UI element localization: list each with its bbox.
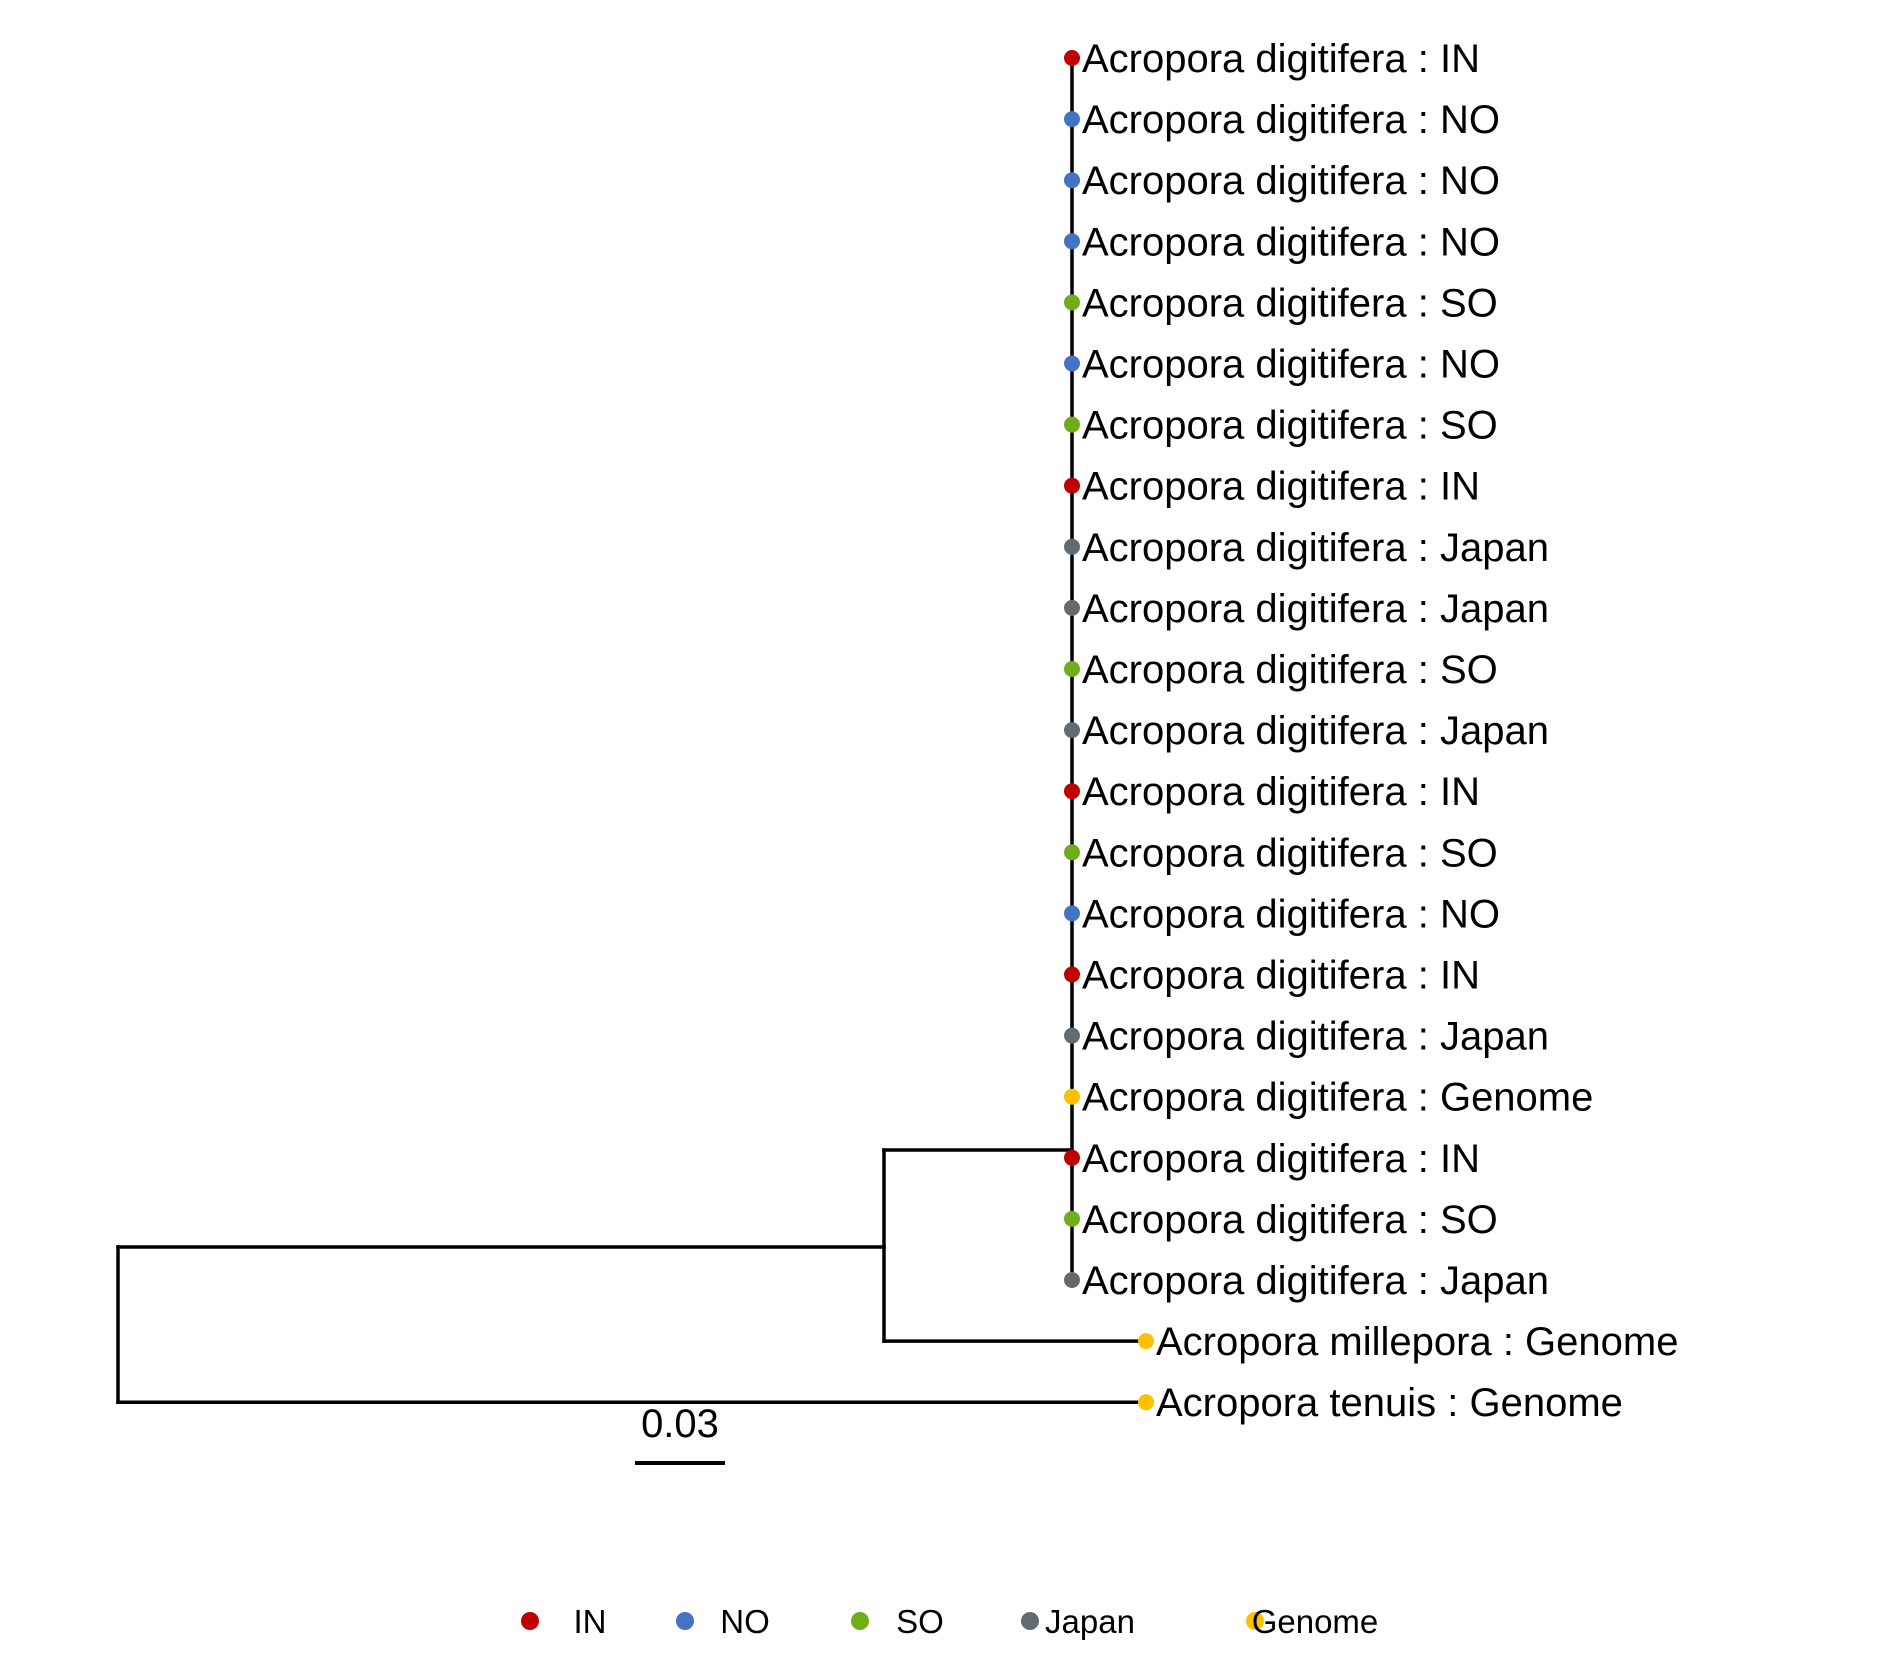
tip-point xyxy=(1064,1210,1080,1227)
tip-point xyxy=(1064,416,1080,433)
tip-label: Acropora digitifera : IN xyxy=(1082,465,1480,509)
legend-label: Japan xyxy=(1045,1603,1135,1640)
legend-swatch xyxy=(1246,1612,1264,1630)
legend-swatch xyxy=(851,1612,869,1630)
tip-label: Acropora digitifera : Japan xyxy=(1082,587,1549,631)
tip-label: Acropora digitifera : IN xyxy=(1082,37,1480,81)
tip-label: Acropora digitifera : IN xyxy=(1082,954,1480,998)
tip-label: Acropora digitifera : Japan xyxy=(1082,1015,1549,1059)
legend-label: Genome xyxy=(1252,1603,1379,1640)
tip-point xyxy=(1064,905,1080,922)
tip-label: Acropora digitifera : Japan xyxy=(1082,526,1549,570)
legend: IN NO SO Japan Genome xyxy=(521,1603,1378,1640)
tip-label: Acropora digitifera : IN xyxy=(1082,1137,1480,1181)
tip-label: Acropora digitifera : NO xyxy=(1082,159,1500,203)
tip-point xyxy=(1064,294,1080,311)
legend-label: SO xyxy=(896,1603,944,1640)
tip-point xyxy=(1064,233,1080,250)
scale-bar-label: 0.03 xyxy=(641,1402,719,1446)
tip-point xyxy=(1064,1088,1080,1105)
legend-swatch xyxy=(521,1612,539,1630)
tip-point xyxy=(1064,844,1080,861)
tip-point xyxy=(1064,172,1080,189)
tip-point xyxy=(1064,355,1080,372)
tip-point xyxy=(1138,1333,1154,1350)
tip-label: Acropora digitifera : NO xyxy=(1082,98,1500,142)
tip-label: Acropora digitifera : NO xyxy=(1082,343,1500,387)
tip-point xyxy=(1064,1272,1080,1288)
tip-point xyxy=(1064,966,1080,983)
tip-point xyxy=(1064,1149,1080,1166)
scale-bar: 0.03 xyxy=(635,1402,725,1465)
tip-label: Acropora digitifera : NO xyxy=(1082,220,1500,264)
tip-label: Acropora digitifera : SO xyxy=(1082,404,1498,448)
tip-label: Acropora digitifera : SO xyxy=(1082,648,1498,692)
tip-point xyxy=(1064,477,1080,494)
tree-branches xyxy=(116,56,1148,1404)
tip-label: Acropora digitifera : SO xyxy=(1082,831,1498,875)
tip-point xyxy=(1064,783,1080,800)
tip-point xyxy=(1138,1394,1154,1411)
tip-point xyxy=(1064,722,1080,739)
tip-point xyxy=(1064,1027,1080,1044)
legend-label: NO xyxy=(720,1603,770,1640)
tree-tips: Acropora digitifera : IN Acropora digitif… xyxy=(1064,37,1678,1425)
tip-label: Acropora digitifera : SO xyxy=(1082,281,1498,325)
tip-point xyxy=(1064,538,1080,555)
tip-point xyxy=(1064,599,1080,616)
tip-label: Acropora digitifera : Japan xyxy=(1082,1259,1549,1303)
legend-swatch xyxy=(1021,1612,1039,1630)
tip-point xyxy=(1064,111,1080,128)
tip-point xyxy=(1064,50,1080,66)
tip-label: Acropora digitifera : Genome xyxy=(1082,1076,1593,1120)
legend-swatch xyxy=(676,1612,694,1630)
tip-label: Acropora digitifera : IN xyxy=(1082,770,1480,814)
tip-label: Acropora millepora : Genome xyxy=(1156,1320,1678,1364)
tip-label: Acropora digitifera : NO xyxy=(1082,892,1500,936)
tip-point xyxy=(1064,661,1080,677)
tip-label: Acropora tenuis : Genome xyxy=(1156,1381,1623,1425)
legend-label: IN xyxy=(574,1603,607,1640)
tip-label: Acropora digitifera : Japan xyxy=(1082,709,1549,753)
tip-label: Acropora digitifera : SO xyxy=(1082,1198,1498,1242)
